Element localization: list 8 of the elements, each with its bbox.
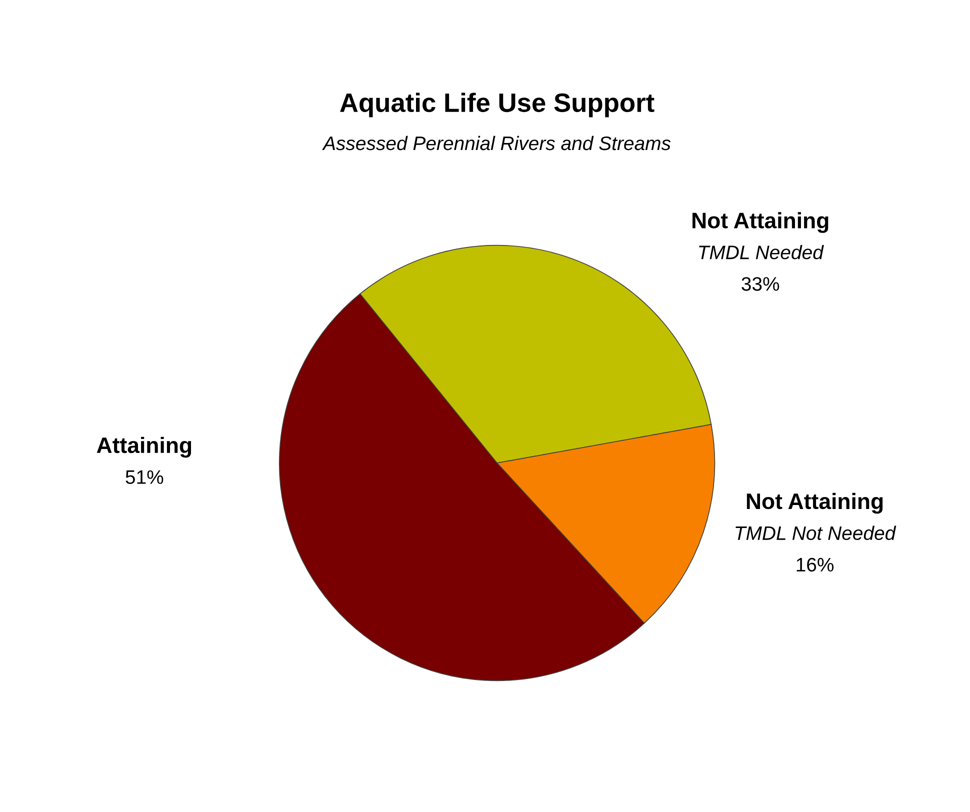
data-label: 16% [796,558,834,572]
chart-subtitle: Assessed Perennial Rivers and Streams [322,136,671,150]
data-label: 33% [742,277,780,291]
slice-label: Attaining [96,436,192,458]
slice-label: Not Attaining TMDL Not Needed [736,492,896,540]
chart-title: Aquatic Life Use Support [340,92,654,118]
slice-label: Not Attaining TMDL Needed [692,212,828,260]
data-label: 51% [126,470,164,484]
